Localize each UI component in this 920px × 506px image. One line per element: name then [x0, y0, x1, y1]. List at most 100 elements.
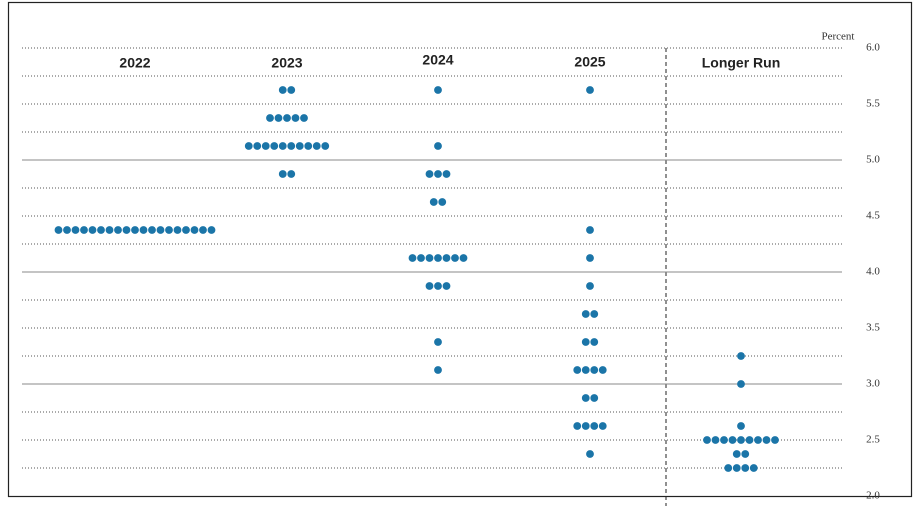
- dot: [762, 436, 771, 444]
- frame: [7, 1, 913, 498]
- header-bg: [691, 52, 791, 74]
- dot: [304, 142, 313, 150]
- dot: [728, 436, 737, 444]
- dot: [425, 282, 434, 290]
- dot: [182, 226, 190, 234]
- dot: [261, 142, 270, 150]
- y-tick-label: 2.5: [866, 434, 880, 446]
- dot: [105, 226, 114, 234]
- dot: [434, 338, 442, 346]
- dot: [586, 226, 594, 234]
- dot: [425, 254, 434, 262]
- dot: [590, 366, 599, 374]
- dot: [287, 142, 296, 150]
- header-bg: [388, 52, 488, 74]
- dot: [749, 464, 758, 472]
- dot: [737, 422, 745, 430]
- dot: [278, 142, 287, 150]
- dot: [408, 254, 417, 262]
- dot: [741, 450, 750, 458]
- dot: [287, 170, 296, 178]
- dot: [581, 338, 590, 346]
- dot: [581, 394, 590, 402]
- y-tick-label: 6.0: [866, 42, 880, 54]
- y-tick-label: 3.5: [866, 322, 880, 334]
- dot: [434, 170, 442, 178]
- dot: [88, 226, 97, 234]
- dot: [737, 436, 745, 444]
- dot: [278, 170, 287, 178]
- dot: [54, 226, 63, 234]
- y-tick-label: 5.0: [866, 154, 880, 166]
- dot: [586, 282, 594, 290]
- dot: [190, 226, 199, 234]
- dot: [434, 282, 442, 290]
- dot: [737, 380, 745, 388]
- dot: [590, 310, 599, 318]
- dot: [573, 366, 582, 374]
- dot: [321, 142, 330, 150]
- column-header: 2025: [574, 54, 605, 70]
- y-tick-label: 4.0: [866, 266, 880, 278]
- dot: [581, 310, 590, 318]
- dot: [274, 114, 283, 122]
- dot: [80, 226, 88, 234]
- dot: [741, 464, 750, 472]
- dot: [270, 142, 279, 150]
- dot: [253, 142, 262, 150]
- dot: [573, 422, 582, 430]
- dot: [71, 226, 80, 234]
- dot: [312, 142, 321, 150]
- dot: [165, 226, 173, 234]
- dot: [417, 254, 425, 262]
- dot: [581, 366, 590, 374]
- dot: [434, 142, 442, 150]
- y-tick-label: 5.5: [866, 98, 880, 110]
- dot: [732, 450, 741, 458]
- dot: [771, 436, 779, 444]
- dot: [63, 226, 71, 234]
- column-header: 2024: [422, 52, 453, 68]
- dot: [459, 254, 468, 262]
- dot: [434, 86, 442, 94]
- dot: [287, 86, 296, 94]
- dot: [434, 254, 442, 262]
- dot: [173, 226, 182, 234]
- dot: [207, 226, 216, 234]
- y-tick-label: 3.0: [866, 378, 880, 390]
- dot: [581, 422, 590, 430]
- dot: [278, 86, 287, 94]
- dot: [586, 450, 594, 458]
- header-bg: [237, 52, 337, 74]
- dot: [122, 226, 131, 234]
- dot: [442, 282, 451, 290]
- y-axis-label: Percent: [822, 31, 855, 43]
- dot: [244, 142, 253, 150]
- dot: [598, 422, 607, 430]
- dot: [703, 436, 711, 444]
- dot: [199, 226, 207, 234]
- dot: [442, 254, 451, 262]
- dot: [425, 170, 434, 178]
- dot: [720, 436, 728, 444]
- header-bg: [85, 52, 185, 74]
- header-bg: [540, 52, 640, 74]
- dot: [586, 254, 594, 262]
- column-header: 2023: [271, 55, 302, 71]
- dot: [442, 170, 451, 178]
- dot: [590, 394, 599, 402]
- dot: [139, 226, 148, 234]
- dot: [451, 254, 459, 262]
- dot: [598, 366, 607, 374]
- dot: [586, 86, 594, 94]
- dot: [590, 338, 599, 346]
- dot: [732, 464, 741, 472]
- dot: [590, 422, 599, 430]
- y-tick-label: 4.5: [866, 210, 880, 222]
- dot: [97, 226, 105, 234]
- dot: [737, 352, 745, 360]
- dot: [300, 114, 308, 122]
- dot: [429, 198, 438, 206]
- column-header: 2022: [119, 55, 150, 71]
